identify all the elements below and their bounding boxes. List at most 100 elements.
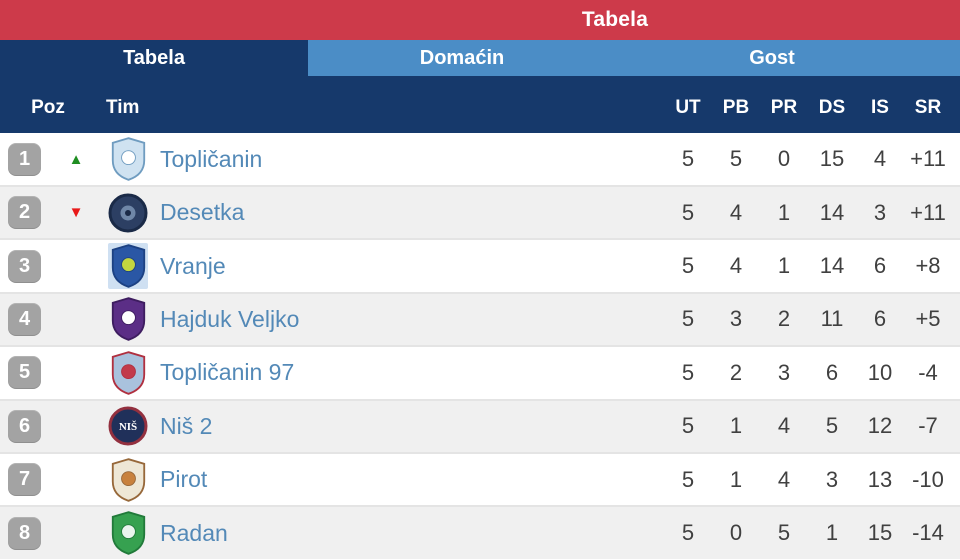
movement-down-icon: ▼	[68, 204, 84, 222]
table-row[interactable]: 8 Radan 5 0 5 1 15 -14	[0, 505, 960, 559]
stat-pb: 5	[729, 146, 743, 171]
header-pr: PR	[770, 96, 798, 118]
stat-is: 6	[873, 306, 887, 332]
header-sr: SR	[914, 96, 942, 118]
team-logo	[108, 243, 148, 290]
tab-domacin[interactable]: Domaćin	[308, 40, 616, 82]
stat-sr: +8	[915, 253, 941, 279]
stat-pr: 4	[777, 413, 791, 439]
table-row[interactable]: 1 ▲ Topličanin 5 5 0 15 4 +11	[0, 133, 960, 185]
stat-sr: -4	[918, 359, 938, 385]
position-badge: 2	[8, 196, 41, 230]
position-badge: 6	[8, 409, 41, 443]
team-name: Topličanin	[160, 145, 263, 172]
stat-ut: 5	[681, 306, 695, 332]
stat-sr: -10	[912, 466, 944, 492]
team-logo	[108, 457, 148, 503]
tab-tabela[interactable]: Tabela	[0, 40, 308, 82]
team-name: Topličanin 97	[160, 359, 295, 386]
stat-ds: 11	[820, 306, 844, 332]
team-name: Radan	[160, 519, 228, 546]
header-ut: UT	[675, 96, 701, 118]
stat-pb: 1	[729, 466, 743, 492]
team-logo: NIŠ	[108, 403, 148, 449]
stat-ut: 5	[681, 146, 695, 171]
stat-ut: 5	[681, 520, 695, 546]
stat-pr: 4	[777, 466, 791, 492]
logo-cell	[96, 136, 160, 182]
movement-cell: ▲	[56, 152, 96, 167]
stat-is: 12	[867, 413, 893, 439]
position-cell: 4	[0, 302, 56, 336]
team-name: Desetka	[160, 199, 245, 226]
table-row[interactable]: 3 Vranje 5 4 1 14 6 +8	[0, 238, 960, 292]
stat-is: 10	[867, 359, 893, 385]
stat-pb: 1	[729, 413, 743, 439]
table-header-row: Poz Tim UT PB PR DS IS SR	[0, 82, 960, 133]
movement-cell: ▼	[56, 205, 96, 220]
stat-ut: 5	[681, 413, 695, 439]
logo-cell	[96, 190, 160, 236]
table-row[interactable]: 4 Hajduk Veljko 5 3 2 11 6 +5	[0, 291, 960, 346]
stat-ds: 1	[825, 520, 839, 546]
stat-ds: 5	[825, 413, 839, 439]
stat-ut: 5	[681, 466, 695, 492]
position-badge: 4	[8, 302, 41, 336]
header-pb: PB	[722, 96, 750, 118]
tab-gost-label: Gost	[749, 46, 795, 69]
logo-cell	[96, 243, 160, 290]
team-name: Niš 2	[160, 412, 213, 439]
table-row[interactable]: 5 Topličanin 97 5 2 3 6 10 -4	[0, 345, 960, 399]
stat-ut: 5	[681, 253, 695, 279]
stat-pb: 4	[729, 199, 743, 225]
stat-ds: 14	[819, 253, 845, 279]
stat-pb: 0	[729, 520, 743, 546]
team-logo	[108, 190, 148, 236]
logo-cell: NIŠ	[96, 403, 160, 449]
position-badge: 1	[8, 142, 41, 176]
widget-title: Tabela	[581, 8, 649, 31]
stat-is: 13	[867, 466, 893, 492]
stat-ds: 3	[825, 466, 839, 492]
stat-sr: +5	[915, 306, 941, 332]
table-row[interactable]: 2 ▼ Desetka 5 4 1 14 3 +11	[0, 185, 960, 239]
table-row[interactable]: 6 NIŠ Niš 2 5 1 4 5 12 -7	[0, 398, 960, 452]
logo-cell	[96, 510, 160, 556]
tab-bar-filler	[928, 40, 960, 82]
stat-sr: -14	[912, 520, 944, 546]
stat-pr: 5	[777, 520, 791, 546]
position-badge: 3	[8, 249, 41, 283]
team-name: Hajduk Veljko	[160, 305, 300, 332]
stat-ds: 6	[825, 359, 839, 385]
team-logo	[108, 350, 148, 396]
stat-is: 15	[867, 520, 893, 546]
svg-text:NIŠ: NIŠ	[119, 420, 137, 433]
stat-pb: 4	[729, 253, 743, 279]
tab-gost[interactable]: Gost	[616, 40, 928, 82]
stat-ut: 5	[681, 359, 695, 385]
stat-ds: 15	[819, 146, 845, 171]
position-badge: 8	[8, 516, 41, 550]
stat-is: 4	[873, 146, 887, 171]
header-team: Tim	[106, 96, 140, 118]
logo-cell	[96, 296, 160, 342]
team-name: Vranje	[160, 252, 226, 279]
stat-pr: 0	[777, 146, 791, 171]
stat-pr: 2	[777, 306, 791, 332]
logo-cell	[96, 457, 160, 503]
header-position: Poz	[31, 96, 65, 118]
stat-pb: 3	[729, 306, 743, 332]
position-badge: 7	[8, 463, 41, 497]
table-row[interactable]: 7 Pirot 5 1 4 3 13 -10	[0, 451, 960, 506]
position-cell: 7	[0, 463, 56, 497]
stat-is: 3	[873, 199, 887, 225]
position-cell: 1	[0, 142, 56, 176]
tab-bar: Tabela Domaćin Gost	[0, 40, 960, 82]
stat-pr: 3	[777, 359, 791, 385]
stat-sr: +11	[910, 199, 946, 225]
header-ds: DS	[818, 96, 846, 118]
widget-titlebar: Tabela	[0, 0, 960, 40]
movement-up-icon: ▲	[68, 150, 84, 168]
stat-pb: 2	[729, 359, 743, 385]
